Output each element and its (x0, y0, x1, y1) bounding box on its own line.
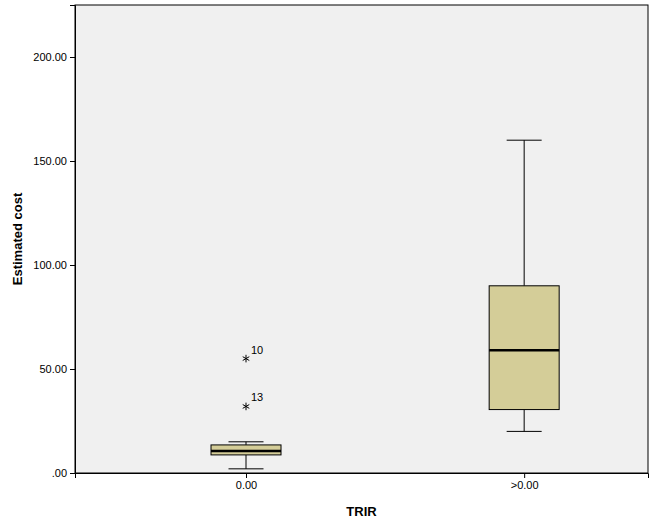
y-tick-label: 50.00 (39, 363, 67, 375)
y-tick-mark (70, 473, 75, 474)
y-tick: 150.00 (33, 155, 75, 167)
box-plot (489, 140, 559, 431)
y-axis: .00 50.00 100.00 150.00 200.00 (33, 6, 75, 480)
y-tick: .00 (52, 467, 75, 479)
box-plot (211, 355, 281, 469)
plot-frame (75, 5, 648, 473)
y-tick-label: .00 (52, 467, 67, 479)
x-tick-label: >0.00 (511, 479, 539, 491)
y-tick: 200.00 (33, 51, 75, 63)
y-axis-line (70, 6, 76, 474)
boxes (211, 140, 559, 469)
y-tick-mark (70, 161, 75, 162)
outlier-label: 10 (251, 344, 263, 356)
median (211, 450, 281, 453)
upper-cap (229, 441, 264, 442)
x-axis-title: TRIR (346, 504, 377, 519)
lower-cap (507, 431, 542, 432)
lower-cap (229, 468, 264, 469)
outlier (243, 403, 250, 411)
outlier (243, 355, 250, 363)
x-tick-mark (524, 473, 525, 478)
x-tick-label: 0.00 (236, 479, 257, 491)
y-tick-mark (70, 57, 75, 58)
y-tick-mark (70, 265, 75, 266)
upper-whisker (524, 140, 525, 286)
upper-cap (507, 140, 542, 141)
median (489, 349, 559, 352)
y-tick: 100.00 (33, 259, 75, 271)
outlier-label: 13 (251, 391, 263, 403)
lower-whisker (246, 455, 247, 469)
x-tick: 0.00 (236, 473, 257, 491)
x-axis-line (76, 474, 649, 479)
y-tick-label: 200.00 (33, 51, 67, 63)
y-tick: 50.00 (39, 363, 75, 375)
y-tick-label: 100.00 (33, 259, 67, 271)
lower-whisker (524, 410, 525, 432)
x-axis: 0.00 >0.00 (76, 473, 649, 491)
box (211, 445, 281, 455)
outlier-labels: 10 13 (251, 344, 263, 404)
box (489, 286, 559, 410)
y-tick-mark (70, 369, 75, 370)
x-tick-mark (246, 473, 247, 478)
x-tick: >0.00 (511, 473, 539, 491)
chart: .00 50.00 100.00 150.00 200.00 0.00 >0.00 TRIR E… (0, 0, 655, 526)
y-axis-title: Estimated cost (10, 192, 25, 285)
y-tick-label: 150.00 (33, 155, 67, 167)
